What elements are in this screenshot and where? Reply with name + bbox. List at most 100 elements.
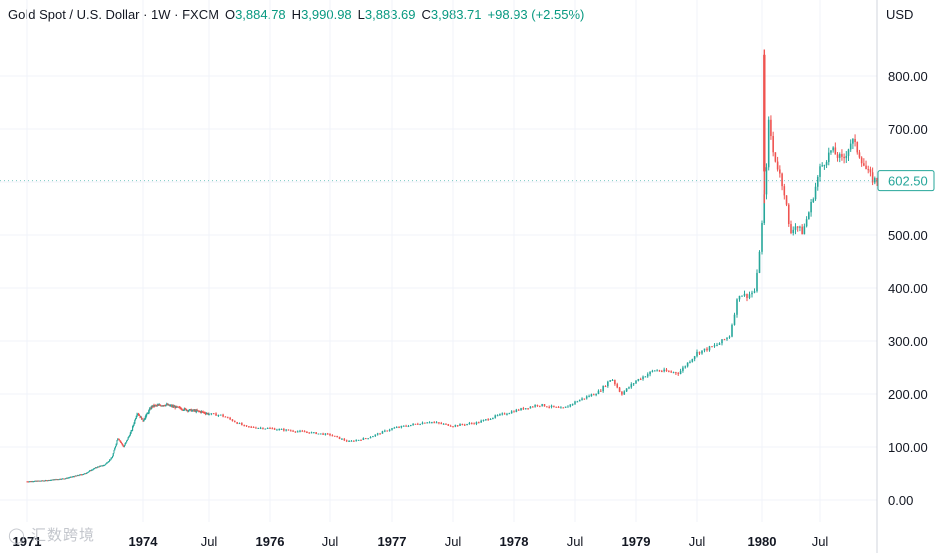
candle-body	[95, 467, 97, 469]
time-tick-label: 1977	[378, 534, 407, 549]
candle-body	[77, 475, 79, 477]
candle-body	[141, 418, 143, 420]
candle-body	[503, 413, 506, 415]
candle-body	[122, 444, 124, 447]
candle-body	[569, 404, 572, 407]
candle-body	[564, 406, 567, 408]
candle-body	[482, 419, 485, 421]
candle-body	[463, 424, 466, 426]
candle-body	[35, 480, 37, 482]
candle-body	[454, 425, 457, 427]
candle-body	[191, 410, 193, 412]
candle-body	[219, 414, 222, 416]
candle-body	[60, 479, 62, 481]
candle-body	[623, 391, 626, 395]
candle-body	[155, 405, 158, 407]
candle-body	[178, 407, 181, 409]
candle-body	[123, 446, 125, 448]
candle-body	[834, 147, 837, 155]
candle-body	[89, 470, 91, 472]
candle-body	[121, 443, 123, 445]
candle-body	[33, 480, 35, 482]
candle-body	[174, 406, 176, 408]
candle-body	[117, 438, 119, 441]
candle-body	[238, 423, 241, 425]
candle-body	[355, 440, 358, 442]
candle-body	[101, 465, 103, 467]
candle-body	[489, 419, 492, 421]
candle-body	[183, 408, 186, 410]
candle-body	[405, 425, 407, 427]
candle-body	[499, 414, 501, 416]
candle-body	[80, 474, 82, 476]
candle-body	[71, 476, 73, 478]
candle-body	[456, 425, 459, 427]
candle-body	[637, 379, 640, 381]
candle-body	[55, 479, 57, 481]
candle-body	[108, 461, 110, 463]
candle-body	[100, 465, 102, 467]
candle-body	[849, 143, 852, 150]
candle-body	[585, 396, 588, 399]
candle-body	[111, 457, 113, 459]
candle-body	[195, 410, 198, 412]
candle-body	[536, 405, 539, 407]
candle-body	[630, 384, 633, 388]
candle-body	[333, 435, 336, 437]
candle-body	[478, 422, 480, 424]
candle-body	[865, 165, 867, 170]
low-value: 3,883.69	[364, 7, 416, 22]
candle-body	[70, 476, 72, 478]
last-price-marker: 602.50	[0, 170, 935, 192]
candle-body	[177, 406, 180, 408]
candle-body	[100, 465, 102, 467]
candle-body	[40, 480, 42, 482]
candle-body	[91, 469, 93, 471]
candle-body	[210, 413, 213, 415]
candle-body	[134, 419, 136, 424]
candle-body	[62, 478, 64, 480]
candle-body	[315, 432, 317, 435]
candle-body	[487, 419, 489, 421]
candle-body	[812, 199, 815, 202]
candle-body	[250, 426, 253, 428]
candle-body	[751, 292, 753, 295]
candle-body	[299, 430, 301, 432]
close-value: 3,983.71	[430, 7, 482, 22]
candle-body	[642, 376, 644, 380]
candle-body	[201, 411, 204, 413]
candle-body	[138, 414, 140, 416]
candle-body	[72, 476, 74, 478]
candle-body	[62, 478, 64, 480]
candle-body	[515, 409, 518, 413]
candle-body	[202, 411, 204, 413]
candle-body	[306, 432, 308, 434]
candle-body	[182, 409, 185, 411]
candle-body	[107, 461, 109, 463]
candle-body	[144, 416, 147, 419]
price-tick-label: 800.00	[888, 69, 928, 84]
candle-body	[106, 462, 108, 464]
candle-body	[146, 413, 149, 415]
price-tick-label: 100.00	[888, 440, 928, 455]
candle-body	[173, 406, 176, 408]
time-tick-label: Jul	[201, 534, 218, 549]
candle-body	[360, 439, 362, 441]
candle-body	[726, 337, 728, 340]
candle-body	[105, 463, 107, 465]
candle-body	[391, 428, 393, 430]
currency-selector[interactable]: USD	[886, 7, 914, 22]
candle-body	[129, 435, 131, 437]
candle-body	[836, 154, 839, 158]
candle-body	[767, 119, 770, 168]
candle-body	[51, 479, 53, 481]
candle-body	[119, 440, 121, 442]
candle-body	[510, 411, 513, 414]
candle-body	[529, 406, 532, 409]
candle-body	[713, 345, 716, 347]
candle-body	[83, 473, 85, 475]
candle-body	[149, 408, 152, 410]
candle-body	[147, 413, 149, 415]
candle-body	[85, 472, 87, 474]
